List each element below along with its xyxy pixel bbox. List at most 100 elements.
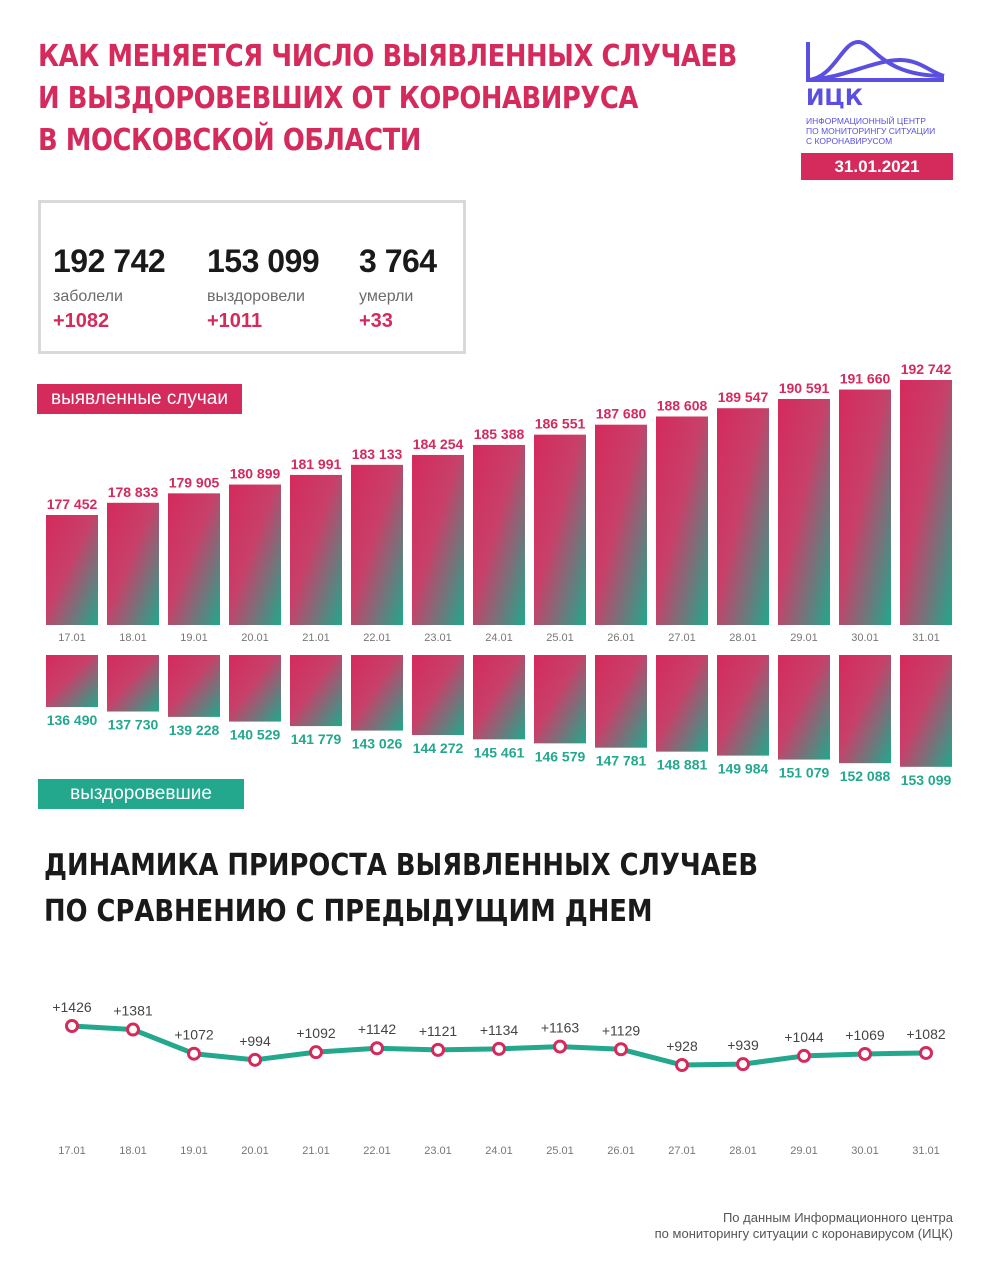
recovered-bar-label: 139 228 <box>169 722 220 738</box>
growth-point-label: +1069 <box>845 1027 885 1043</box>
growth-point-label: +1129 <box>602 1022 640 1038</box>
growth-point <box>797 1048 811 1063</box>
recovered-bar-label: 137 730 <box>108 717 159 733</box>
date-tick-label: 24.01 <box>485 1145 513 1157</box>
date-tick-label: 22.01 <box>363 632 391 644</box>
date-tick-label: 24.01 <box>485 632 513 644</box>
cases-bar-label: 188 608 <box>657 398 708 414</box>
date-tick-label: 18.01 <box>119 1145 147 1157</box>
stat-recovered-delta: +1011 <box>207 310 263 332</box>
recovered-bar <box>656 655 708 752</box>
recovered-bar <box>46 655 98 708</box>
recovered-bar-label: 145 461 <box>474 744 525 760</box>
growth-point <box>248 1052 262 1067</box>
cases-bar <box>900 380 952 625</box>
date-tick-label: 17.01 <box>58 1145 86 1157</box>
growth-point-label: +1134 <box>480 1022 518 1038</box>
date-tick-label: 23.01 <box>424 1145 452 1157</box>
logo-caption-line-3: С КОРОНАВИРУСОМ <box>806 136 893 146</box>
stat-cases-delta: +1082 <box>53 310 110 332</box>
cases-bar-label: 185 388 <box>474 426 525 442</box>
date-tick-label: 25.01 <box>546 632 574 644</box>
stat-recovered: 153 099 выздоровели +1011 <box>207 243 320 333</box>
recovered-bar <box>168 655 220 717</box>
date-tick-label: 23.01 <box>424 632 452 644</box>
recovered-bar-label: 140 529 <box>230 727 281 743</box>
recovered-bar <box>839 655 891 764</box>
cases-bar <box>290 474 342 625</box>
cases-bar <box>107 502 159 625</box>
growth-point-label: +1381 <box>113 1003 153 1019</box>
growth-point-label: +1426 <box>52 999 92 1015</box>
source-line-1: По данным Информационного центра <box>722 1210 953 1225</box>
growth-point <box>736 1057 750 1072</box>
growth-point-label: +1044 <box>784 1029 824 1045</box>
cases-bar <box>168 493 220 625</box>
growth-point <box>675 1058 689 1072</box>
recovered-bar <box>473 655 525 740</box>
date-tick-label: 28.01 <box>729 632 757 644</box>
date-tick-label: 21.01 <box>302 1145 330 1157</box>
recovered-bar-label: 153 099 <box>901 772 952 788</box>
date-tick-label: 21.01 <box>302 632 330 644</box>
cases-bar-label: 178 833 <box>108 484 159 500</box>
growth-point-label: +928 <box>666 1038 698 1054</box>
stat-cases-label: заболели <box>53 288 123 305</box>
growth-point <box>858 1046 872 1061</box>
recovered-bar-label: 144 272 <box>413 740 464 756</box>
growth-point <box>126 1022 140 1037</box>
cases-bar-label: 180 899 <box>230 466 281 482</box>
cases-bar <box>839 389 891 625</box>
growth-point-label: +1121 <box>419 1023 457 1039</box>
date-tick-label: 29.01 <box>790 632 818 644</box>
cases-bar <box>717 408 769 625</box>
recovered-bar-label: 143 026 <box>352 736 403 752</box>
date-tick-label: 27.01 <box>668 632 696 644</box>
date-tick-label: 26.01 <box>607 1145 635 1157</box>
date-tick-label: 19.01 <box>180 1145 208 1157</box>
growth-point-label: +994 <box>239 1033 271 1049</box>
recovered-bar-label: 149 984 <box>718 761 769 777</box>
recovered-bar <box>778 655 830 760</box>
cases-bar-label: 187 680 <box>596 406 647 422</box>
recovered-bar-label: 141 779 <box>291 731 342 747</box>
title-line-2: И ВЫЗДОРОВЕВШИХ ОТ КОРОНАВИРУСА <box>38 81 638 116</box>
recovered-bar <box>900 655 952 767</box>
date-tick-label: 17.01 <box>58 632 86 644</box>
date-tick-label: 20.01 <box>241 632 269 644</box>
recovered-bar <box>534 655 586 744</box>
date-tick-label: 29.01 <box>790 1145 818 1157</box>
cases-bar <box>229 484 281 625</box>
cases-bar-label: 179 905 <box>169 474 220 490</box>
date-tick-label: 20.01 <box>241 1145 269 1157</box>
date-tick-label: 28.01 <box>729 1145 757 1157</box>
cases-bar <box>534 434 586 625</box>
growth-point-label: +1082 <box>906 1026 946 1042</box>
growth-point <box>370 1041 384 1056</box>
logo-abbr: ИЦК <box>806 86 863 111</box>
cases-bar <box>595 424 647 625</box>
growth-point-label: +939 <box>727 1037 759 1053</box>
date-tick-label: 26.01 <box>607 632 635 644</box>
growth-point <box>431 1042 445 1057</box>
growth-point <box>492 1041 506 1056</box>
recovered-bar <box>595 655 647 748</box>
cases-bar <box>46 515 98 625</box>
growth-point <box>919 1045 933 1060</box>
cases-bar <box>351 464 403 625</box>
date-tick-label: 31.01 <box>912 1145 940 1157</box>
stat-recovered-value: 153 099 <box>207 243 320 279</box>
recovered-bar-label: 136 490 <box>47 712 98 728</box>
growth-point <box>187 1046 201 1061</box>
recovered-bar <box>717 655 769 756</box>
growth-point <box>614 1042 628 1057</box>
growth-point <box>309 1045 323 1060</box>
stat-cases-value: 192 742 <box>53 243 166 279</box>
date-tick-label: 22.01 <box>363 1145 391 1157</box>
cases-bar-label: 177 452 <box>47 496 98 512</box>
stats-panel: 192 742 заболели +1082 153 099 выздорове… <box>38 200 466 354</box>
cases-bar-label: 190 591 <box>779 380 830 396</box>
source-note: По данным Информационного центра по мони… <box>655 1210 953 1242</box>
cases-bar <box>656 416 708 625</box>
growth-point-label: +1072 <box>174 1027 214 1043</box>
